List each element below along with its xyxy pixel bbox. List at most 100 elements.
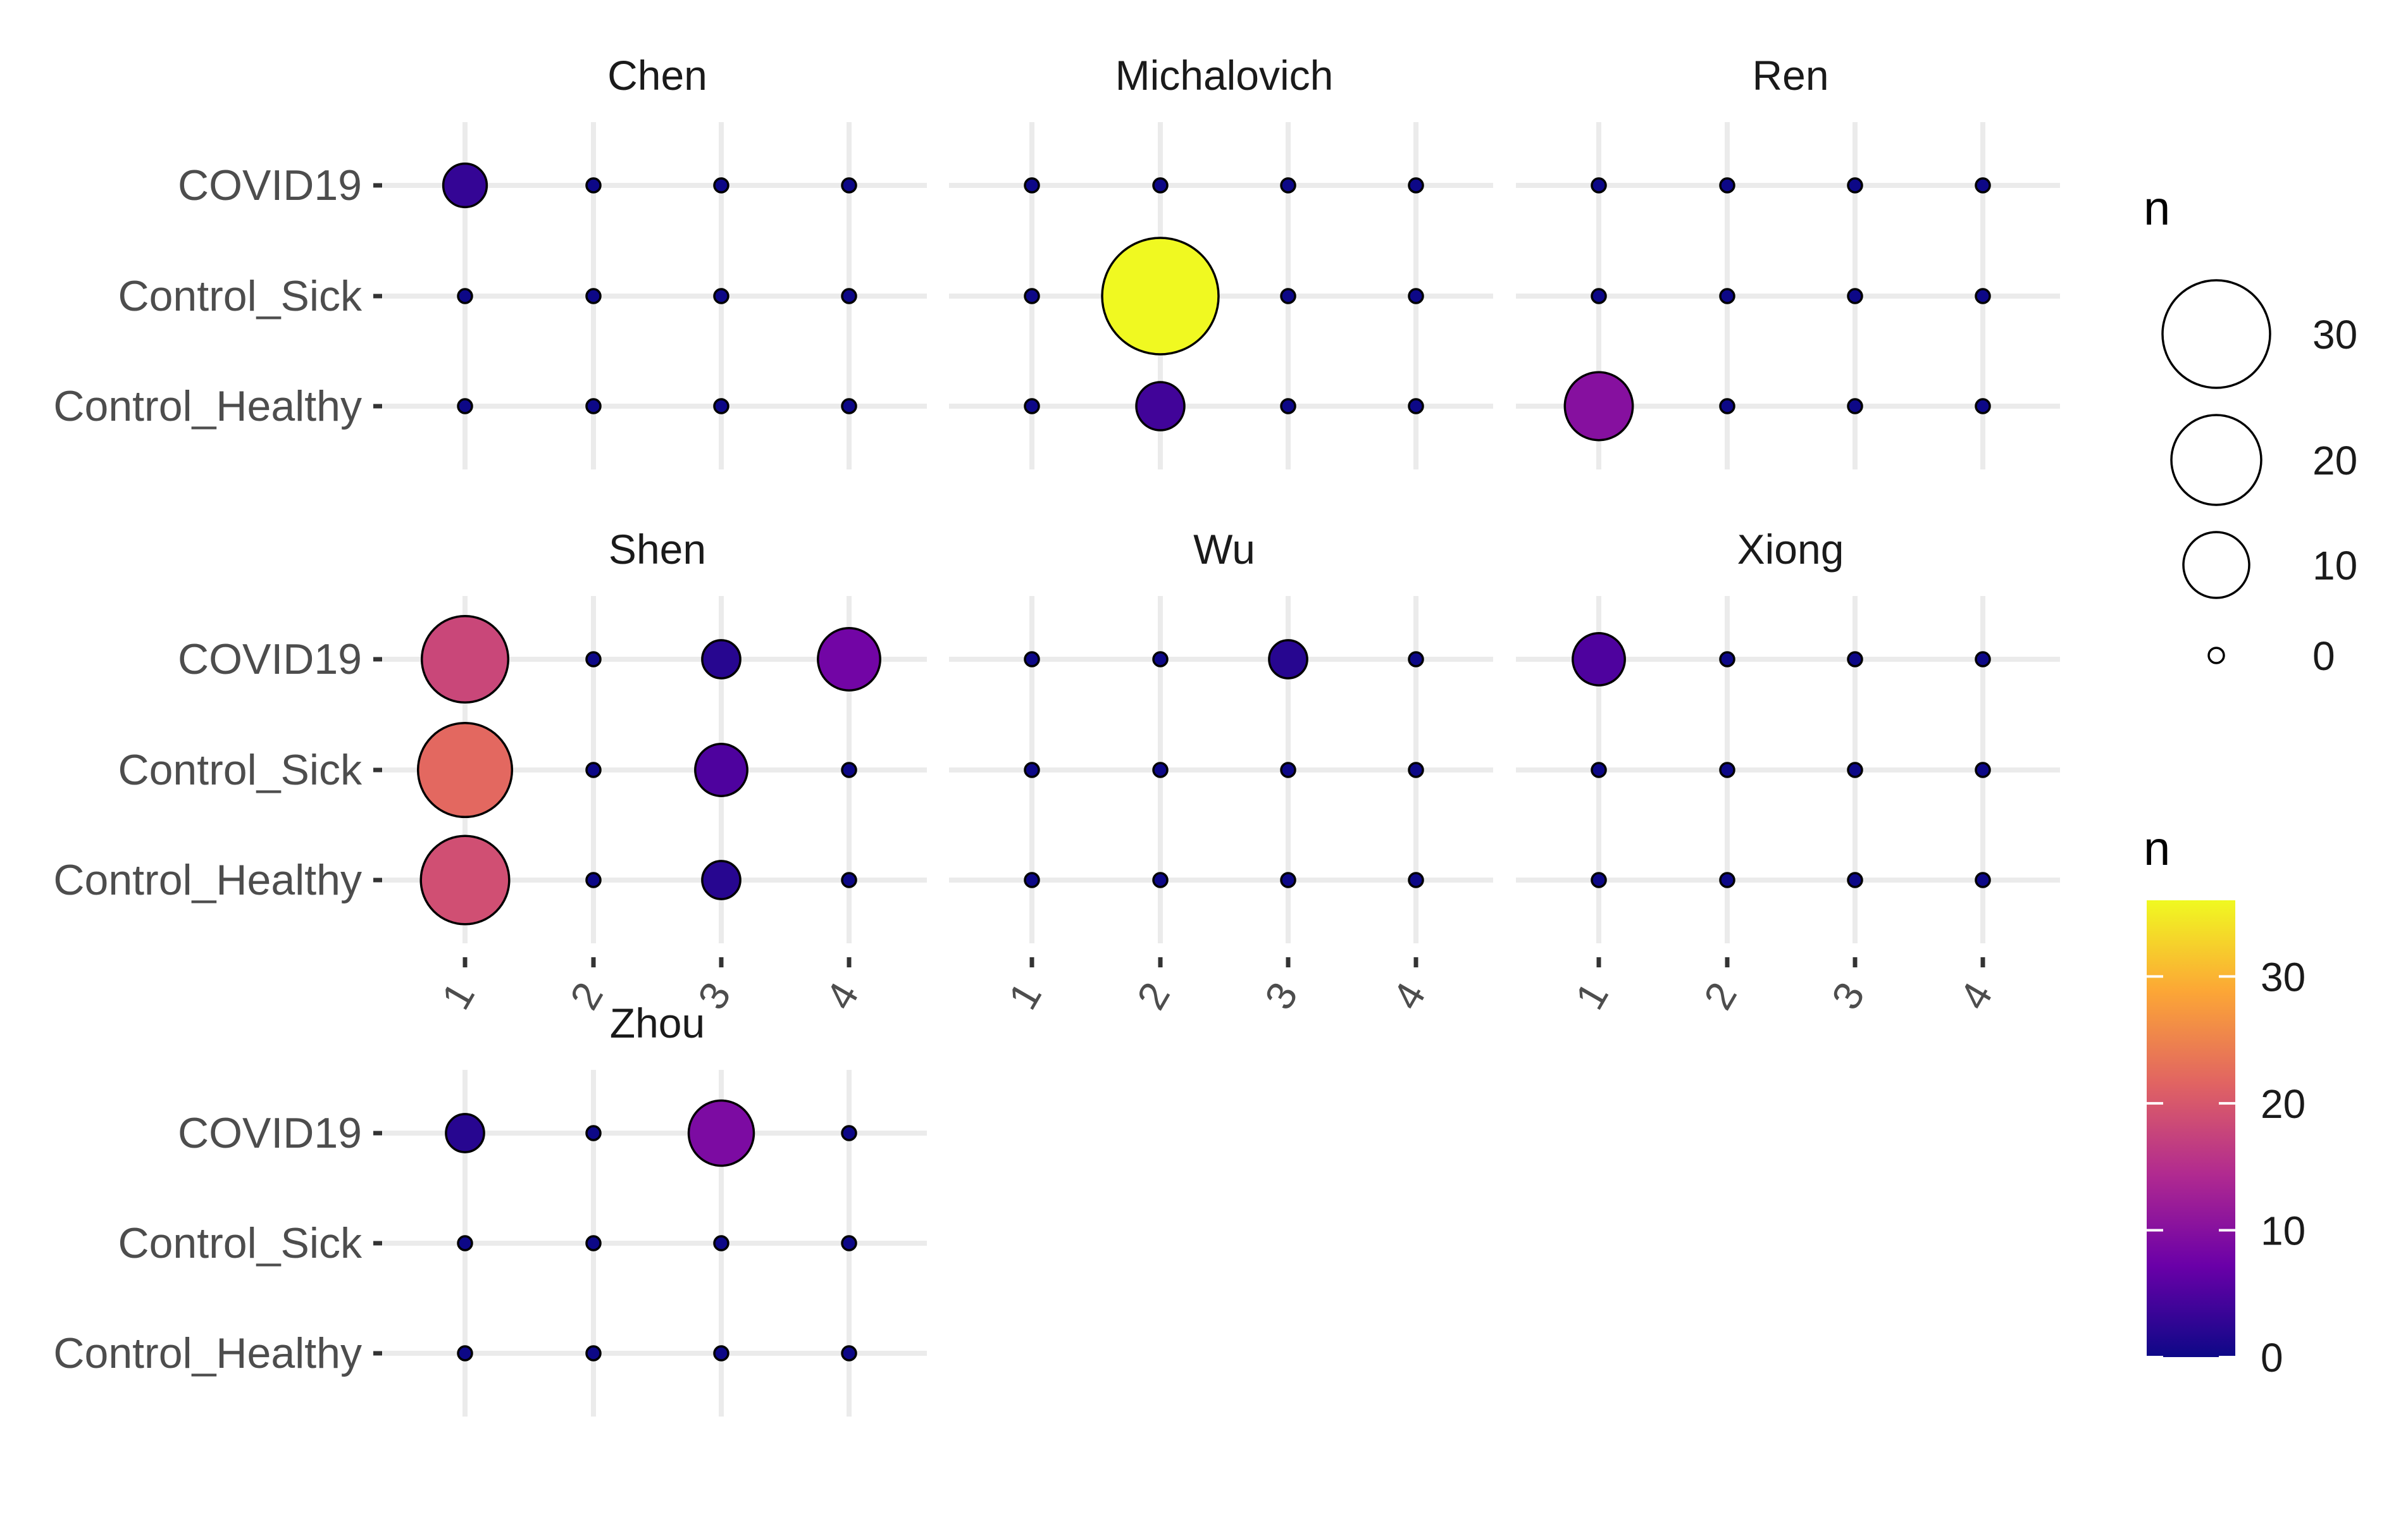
facet-title: Chen [607, 52, 707, 99]
x-tick-label: 1 [433, 975, 483, 1017]
point-zhou-covid19-2 [585, 1125, 602, 1141]
point-zhou-control-sick-3 [713, 1235, 729, 1251]
point-xiong-covid19-1 [1572, 632, 1626, 686]
point-wu-control-healthy-4 [1408, 872, 1424, 888]
point-ren-covid19-1 [1591, 177, 1607, 194]
facet-title: Michalovich [1115, 52, 1334, 99]
color-legend-title: n [2144, 822, 2170, 876]
color-legend-label: 30 [2261, 954, 2306, 1000]
point-chen-control-healthy-4 [841, 398, 857, 414]
y-tick-label: COVID19 [178, 635, 362, 683]
point-wu-control-healthy-3 [1280, 872, 1296, 888]
point-zhou-covid19-4 [841, 1125, 857, 1141]
y-tick-label: Control_Sick [118, 746, 363, 794]
point-xiong-covid19-3 [1847, 651, 1863, 667]
point-chen-control-healthy-1 [457, 398, 473, 414]
point-ren-covid19-2 [1719, 177, 1735, 194]
x-tick-label: 2 [1695, 975, 1746, 1017]
color-legend-label: 0 [2261, 1335, 2283, 1381]
point-ren-control-healthy-1 [1563, 371, 1634, 442]
point-michalovich-control-healthy-2 [1135, 381, 1186, 431]
point-xiong-control-healthy-1 [1591, 872, 1607, 888]
size-legend-label: 0 [2312, 633, 2335, 679]
point-ren-control-sick-3 [1847, 288, 1863, 304]
x-tick-label: 3 [1823, 975, 1873, 1017]
point-xiong-control-sick-3 [1847, 762, 1863, 778]
point-xiong-covid19-4 [1975, 651, 1991, 667]
point-zhou-covid19-1 [445, 1113, 485, 1153]
point-ren-control-healthy-2 [1719, 398, 1735, 414]
point-shen-control-healthy-4 [841, 872, 857, 888]
point-michalovich-control-sick-1 [1024, 288, 1040, 304]
point-michalovich-covid19-3 [1280, 177, 1296, 194]
facet-title: Shen [609, 526, 706, 573]
size-legend: n 30 20 10 0 [2144, 182, 2357, 679]
y-tick-label: COVID19 [178, 161, 362, 209]
point-xiong-control-sick-1 [1591, 762, 1607, 778]
y-tick-label: Control_Healthy [53, 382, 362, 430]
x-tick-label: 4 [1384, 975, 1434, 1017]
point-shen-control-sick-3 [694, 743, 748, 797]
facet-ren: Ren [1516, 52, 2060, 469]
point-ren-control-healthy-3 [1847, 398, 1863, 414]
color-legend-label: 20 [2261, 1081, 2306, 1127]
point-chen-covid19-4 [841, 177, 857, 194]
size-legend-key [2207, 647, 2225, 664]
point-chen-control-sick-4 [841, 288, 857, 304]
color-legend-label: 10 [2261, 1208, 2306, 1253]
point-chen-covid19-3 [713, 177, 729, 194]
point-zhou-covid19-3 [687, 1099, 755, 1167]
point-michalovich-control-sick-3 [1280, 288, 1296, 304]
point-zhou-control-sick-1 [457, 1235, 473, 1251]
point-chen-covid19-1 [442, 162, 488, 209]
point-ren-control-sick-4 [1975, 288, 1991, 304]
point-ren-covid19-4 [1975, 177, 1991, 194]
point-xiong-control-healthy-2 [1719, 872, 1735, 888]
point-shen-covid19-3 [701, 639, 742, 679]
facet-zhou: Zhou COVID19 Control_Sick Control_Healthy 1 2… [53, 957, 927, 1417]
y-tick-label: Control_Healthy [53, 1329, 362, 1377]
x-tick-label: 3 [1256, 975, 1306, 1017]
point-xiong-covid19-2 [1719, 651, 1735, 667]
point-wu-covid19-2 [1152, 651, 1169, 667]
point-michalovich-control-healthy-3 [1280, 398, 1296, 414]
point-michalovich-control-sick-4 [1408, 288, 1424, 304]
facet-title: Xiong [1737, 526, 1844, 573]
point-chen-covid19-2 [585, 177, 602, 194]
point-michalovich-control-sick-2 [1101, 237, 1220, 356]
point-chen-control-healthy-2 [585, 398, 602, 414]
point-ren-covid19-3 [1847, 177, 1863, 194]
size-legend-key [2182, 531, 2250, 599]
point-shen-covid19-1 [420, 614, 510, 704]
point-chen-control-sick-3 [713, 288, 729, 304]
point-shen-control-healthy-2 [585, 872, 602, 888]
point-zhou-control-healthy-2 [585, 1345, 602, 1362]
point-shen-control-healthy-3 [701, 860, 742, 900]
point-xiong-control-sick-4 [1975, 762, 1991, 778]
point-ren-control-sick-1 [1591, 288, 1607, 304]
facet-michalovich: Michalovich [949, 52, 1493, 469]
point-zhou-control-sick-4 [841, 1235, 857, 1251]
point-zhou-control-sick-2 [585, 1235, 602, 1251]
point-michalovich-covid19-1 [1024, 177, 1040, 194]
point-wu-control-healthy-2 [1152, 872, 1169, 888]
facet-title: Zhou [610, 1000, 705, 1046]
point-michalovich-control-healthy-1 [1024, 398, 1040, 414]
color-legend-bar [2147, 900, 2235, 1357]
point-shen-control-healthy-1 [419, 835, 511, 926]
size-legend-title: n [2144, 182, 2170, 235]
x-tick-label: 4 [1951, 975, 2001, 1017]
point-michalovich-control-healthy-4 [1408, 398, 1424, 414]
x-tick-label: 1 [1567, 975, 1617, 1017]
size-legend-key [2170, 414, 2262, 506]
point-zhou-control-healthy-1 [457, 1345, 473, 1362]
point-wu-control-sick-1 [1024, 762, 1040, 778]
point-wu-control-healthy-1 [1024, 872, 1040, 888]
point-xiong-control-sick-2 [1719, 762, 1735, 778]
facet-panels: Chen COVID19 Control_Sick Control_Healthy Mi… [53, 52, 2060, 1417]
point-michalovich-covid19-2 [1152, 177, 1169, 194]
facet-wu: Wu 1 2 3 4 [949, 526, 1493, 1017]
y-tick-label: Control_Sick [118, 1219, 363, 1267]
point-chen-control-sick-2 [585, 288, 602, 304]
